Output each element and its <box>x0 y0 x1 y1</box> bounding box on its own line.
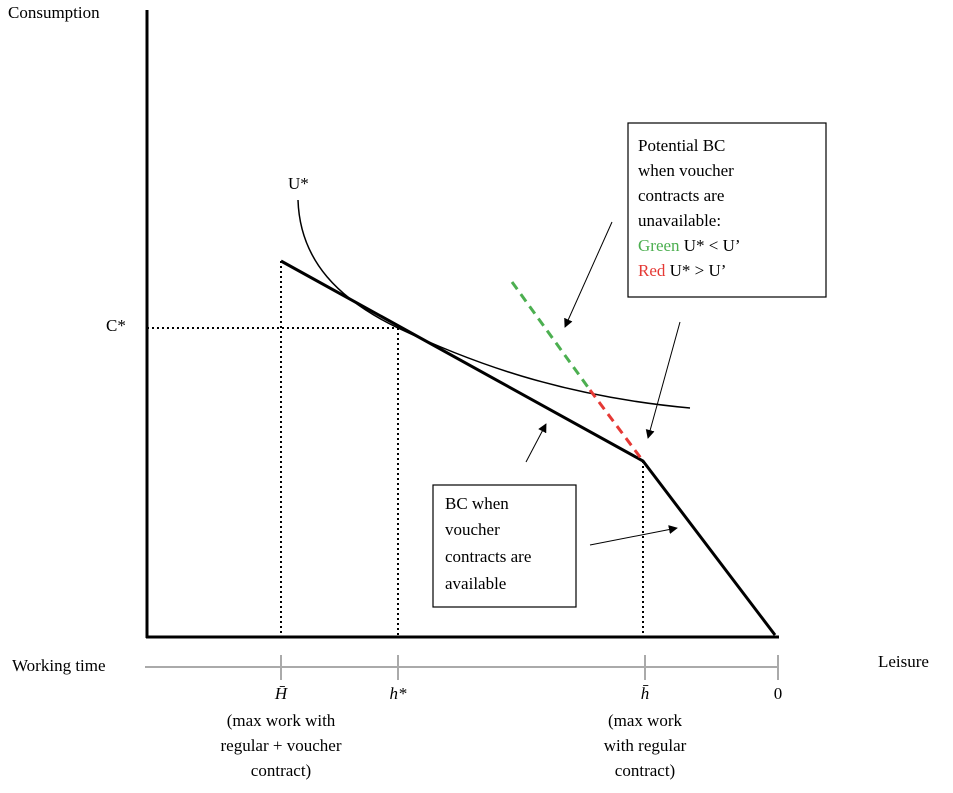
box-line: Potential BC <box>638 136 725 155</box>
box-line: voucher <box>445 520 500 539</box>
tick-label: 0 <box>774 684 783 703</box>
arrows <box>525 221 681 546</box>
tick-note: (max work <box>608 711 683 730</box>
y-axis-label: Consumption <box>8 3 100 22</box>
potential-box <box>627 122 827 298</box>
box-line: Green U* < U’ <box>638 236 741 255</box>
red-word: Red <box>638 261 666 280</box>
tick-note: contract) <box>615 761 675 780</box>
tick-group: H̄ (max work with regular + voucher contrac… <box>221 655 783 780</box>
x-axis-label: Leisure <box>878 652 929 671</box>
box-line: unavailable: <box>638 211 721 230</box>
box-line: when voucher <box>638 161 734 180</box>
curve-label: U* <box>288 174 309 193</box>
potential-bc-green <box>510 281 592 391</box>
tick-note: contract) <box>251 761 311 780</box>
green-word: Green <box>638 236 680 255</box>
tick-label: h̄ <box>641 684 650 703</box>
box-line: contracts are <box>638 186 724 205</box>
bc-box <box>432 484 577 608</box>
box-line: Red U* > U’ <box>638 261 726 280</box>
tick-note: with regular <box>604 736 687 755</box>
red-text: U* > U’ <box>670 261 727 280</box>
budget-constraint <box>280 259 777 636</box>
guides <box>147 261 644 637</box>
indifference-curve <box>297 199 691 409</box>
tick-note: (max work with <box>227 711 336 730</box>
tick-label: H̄ <box>274 684 289 703</box>
tick-note: regular + voucher <box>221 736 342 755</box>
tick-label: h* <box>390 684 408 703</box>
box-line: contracts are <box>445 547 531 566</box>
working-time-label: Working time <box>12 656 106 675</box>
box-line: available <box>445 574 506 593</box>
box-line: BC when <box>445 494 509 513</box>
c-star-label: C* <box>106 316 126 335</box>
green-text: U* < U’ <box>684 236 741 255</box>
